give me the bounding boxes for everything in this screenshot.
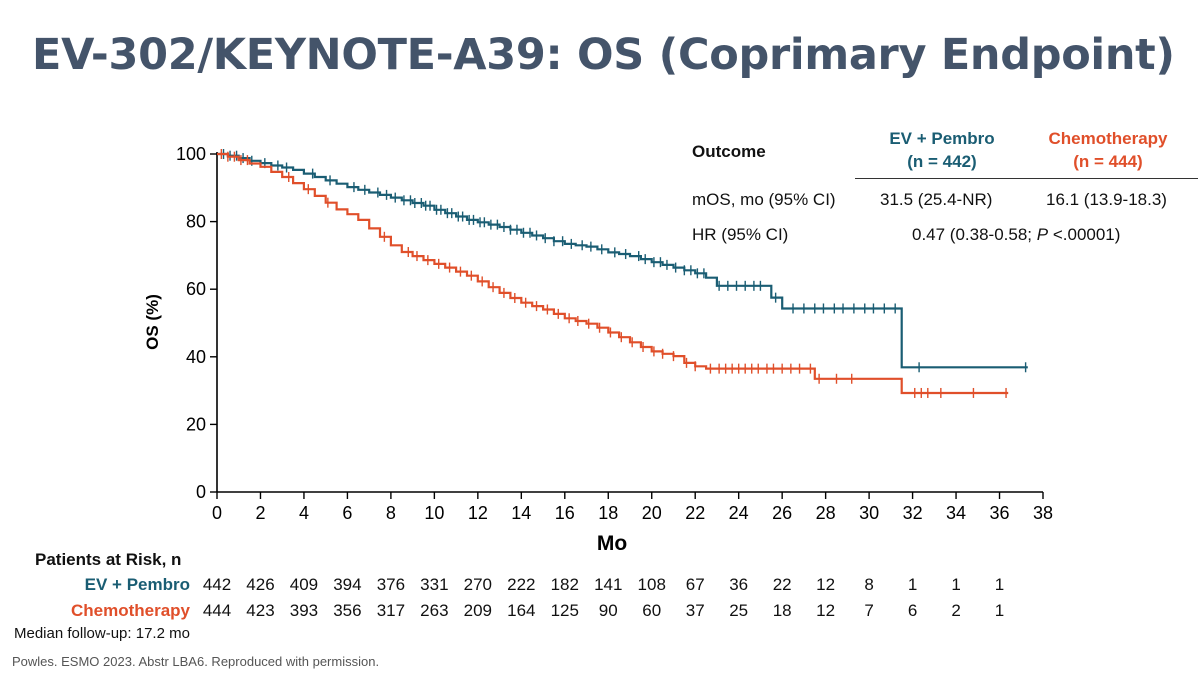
x-tick-label: 26 [772,503,792,523]
x-tick-label: 24 [729,503,749,523]
risk-count: 263 [420,601,449,620]
y-tick-label: 0 [196,482,206,502]
risk-count: 317 [376,601,406,620]
risk-count: 423 [246,601,275,620]
chart-axes: 0 2 4 6 8 10 12 14 16 18 20 22 24 26 28 30 32 34 36 3802040… [176,144,1053,523]
chemo-header-n: (n = 444) [1073,152,1143,171]
risk-count: 393 [289,601,319,620]
x-tick-label: 2 [255,503,265,523]
hr-p-symbol: P [1036,225,1049,244]
ev-header-name: EV + Pembro [889,129,995,148]
x-tick-label: 18 [598,503,618,523]
risk-count: 1 [907,575,918,594]
risk-count: 444 [202,601,232,620]
risk-count: 60 [642,601,662,620]
risk-count: 2 [951,601,961,620]
mos-chemo-value: 16.1 (13.9-18.3) [1046,190,1167,209]
chemo-header: Chemotherapy (n = 444) [1028,127,1188,173]
mos-label: mOS, mo (95% CI) [692,190,836,209]
x-tick-label: 32 [903,503,923,523]
risk-count: 125 [550,601,579,620]
risk-count: 141 [594,575,623,594]
x-tick-label: 38 [1033,503,1053,523]
risk-count: 8 [864,575,874,594]
x-tick-label: 14 [511,503,531,523]
risk-count: 12 [816,601,836,620]
y-tick-label: 100 [176,144,206,164]
risk-count: 356 [333,601,362,620]
x-tick-label: 36 [990,503,1010,523]
risk-label-chemo: Chemotherapy [70,601,190,620]
risk-count: 25 [729,601,749,620]
risk-count: 426 [246,575,275,594]
risk-count: 6 [907,601,918,620]
x-tick-label: 16 [555,503,575,523]
risk-count: 164 [507,601,536,620]
y-tick-label: 40 [186,347,206,367]
risk-count: 18 [772,601,792,620]
risk-count: 1 [994,601,1005,620]
x-tick-label: 4 [299,503,309,523]
outcome-header: Outcome [692,142,766,161]
risk-table-title: Patients at Risk, n [35,550,182,569]
risk-count: 209 [463,601,493,620]
page-title: EV-302/KEYNOTE-A39: OS (Coprimary Endpoi… [32,30,1175,80]
risk-count: 90 [598,601,618,620]
risk-count: 1 [994,575,1005,594]
risk-count: 409 [289,575,319,594]
chart-curves [217,149,1028,398]
x-tick-label: 10 [424,503,444,523]
risk-count: 22 [772,575,792,594]
y-tick-label: 20 [186,414,206,434]
median-follow-up: Median follow-up: 17.2 mo [14,625,190,642]
risk-count: 222 [507,575,536,594]
risk-count: 331 [420,575,449,594]
citation: Powles. ESMO 2023. Abstr LBA6. Reproduce… [12,654,380,669]
risk-count: 67 [685,575,705,594]
risk-count: 37 [685,601,705,620]
risk-count: 394 [333,575,362,594]
hr-value: 0.47 (0.38-0.58; P <.00001) [912,225,1120,245]
km-curve-chemotherapy [217,152,1009,395]
x-axis-label: Mo [597,532,627,555]
chemo-header-name: Chemotherapy [1048,129,1168,148]
risk-count: 376 [376,575,406,594]
risk-count: 182 [550,575,579,594]
x-tick-label: 0 [212,503,222,523]
ev-header: EV + Pembro (n = 442) [862,127,1022,173]
risk-count: 36 [729,575,749,594]
ev-header-n: (n = 442) [907,152,977,171]
hr-p-value: <.00001) [1048,225,1121,244]
risk-count: 108 [637,575,666,594]
risk-count: 7 [864,601,874,620]
mos-ev-value: 31.5 (25.4-NR) [880,190,993,209]
hr-value-main: 0.47 (0.38-0.58; [912,225,1037,244]
y-tick-label: 60 [186,279,206,299]
hr-label: HR (95% CI) [692,225,789,244]
risk-count: 12 [816,575,836,594]
risk-count: 270 [463,575,493,594]
x-tick-label: 22 [685,503,705,523]
risk-count: 1 [951,575,961,594]
y-axis-label: OS (%) [143,294,162,350]
outcome-table-rule [855,178,1198,179]
x-tick-label: 12 [468,503,488,523]
km-curve-ev-pembro [217,152,1028,369]
x-tick-label: 28 [816,503,836,523]
x-tick-label: 30 [859,503,879,523]
x-tick-label: 6 [342,503,352,523]
risk-label-ev: EV + Pembro [84,575,190,594]
y-tick-label: 80 [186,212,206,232]
risk-count: 442 [202,575,232,594]
x-tick-label: 20 [642,503,662,523]
x-tick-label: 34 [946,503,966,523]
x-tick-label: 8 [386,503,396,523]
